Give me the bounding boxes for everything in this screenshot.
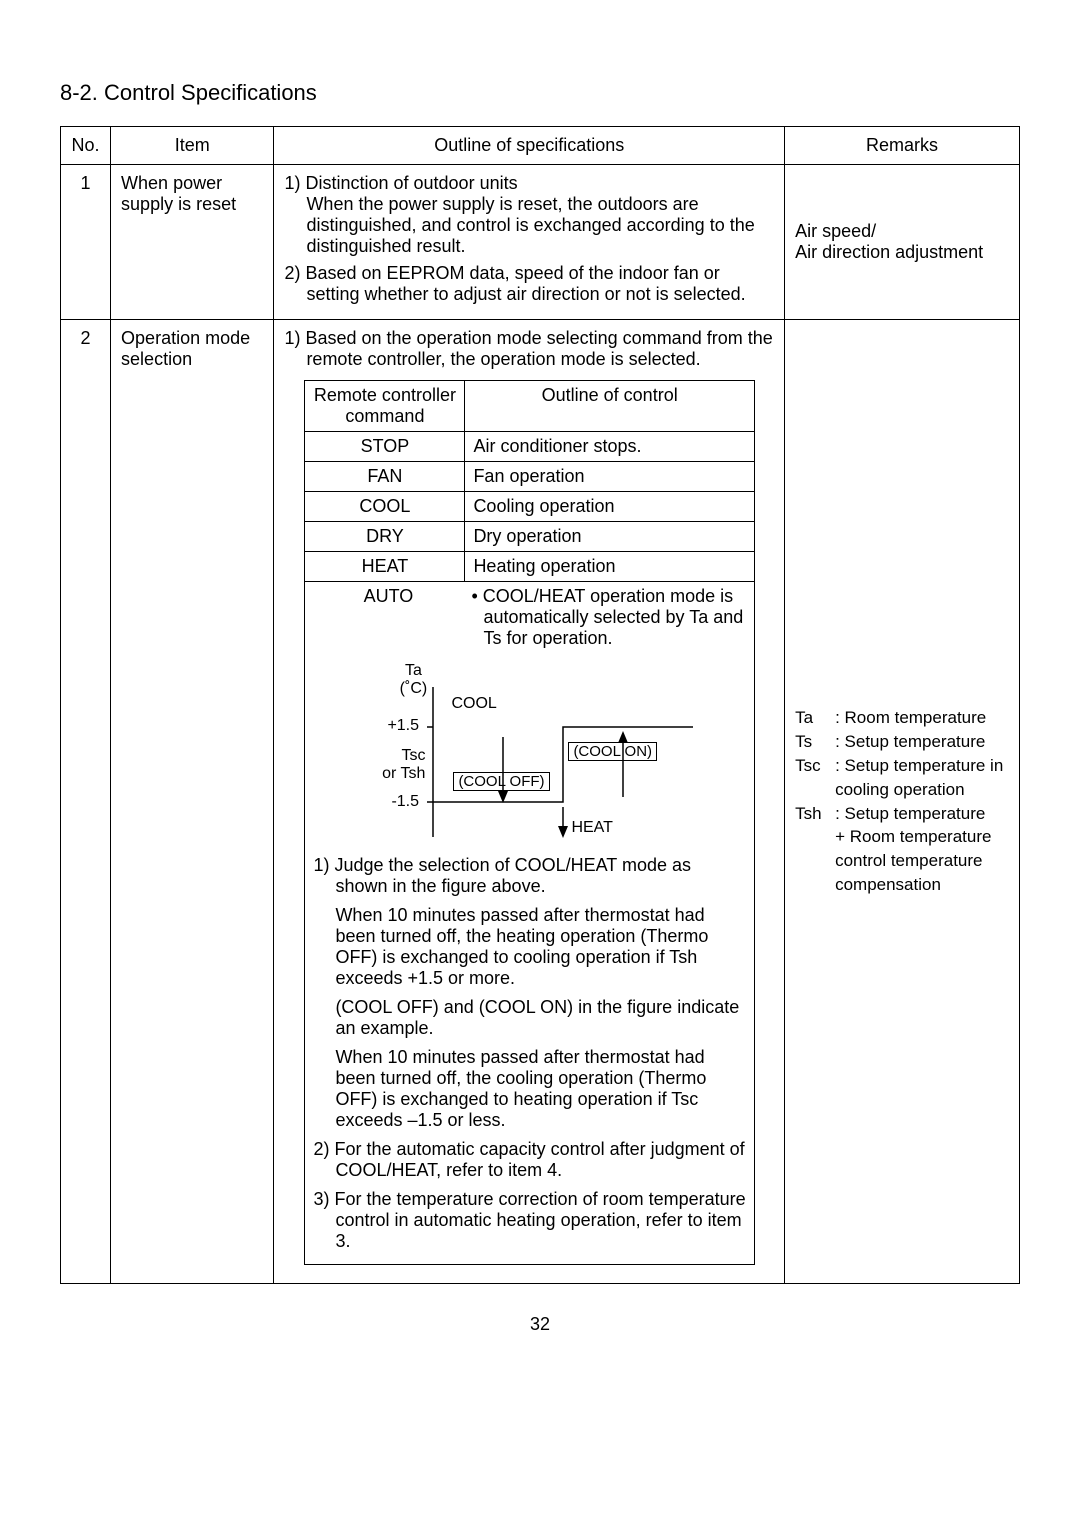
- inner-table: Remote controller command Outline of con…: [304, 380, 754, 1265]
- inner-row: DRY Dry operation: [305, 522, 754, 552]
- inner-ctrl: Cooling operation: [465, 492, 754, 522]
- diagram-cool-on: (COOL ON): [568, 742, 657, 761]
- remarks-tsh-key: Tsh: [795, 802, 835, 826]
- table-row: 1 When power supply is reset 1) Distinct…: [61, 165, 1020, 320]
- row1-spec1-title: Distinction of outdoor units: [305, 173, 517, 193]
- remarks-tsh-val: : Setup temperature: [835, 802, 985, 826]
- row1-spec1-num: 1): [284, 173, 300, 193]
- row2-intro: 1) Based on the operation mode selecting…: [306, 328, 774, 370]
- row2-p4: When 10 minutes passed after thermostat …: [335, 1047, 745, 1131]
- diagram-cool-off: (COOL OFF): [453, 772, 549, 791]
- row1-spec: 1) Distinction of outdoor units When the…: [274, 165, 785, 320]
- row2-p1: 1) Judge the selection of COOL/HEAT mode…: [313, 855, 745, 897]
- row1-no: 1: [61, 165, 111, 320]
- row2-no: 2: [61, 320, 111, 1284]
- row2-p6-num: 3): [313, 1189, 329, 1209]
- remarks-ts-key: Ts: [795, 730, 835, 754]
- row2-p5-num: 2): [313, 1139, 329, 1159]
- auto-cell: AUTO • COOL/HEAT operation mode is autom…: [305, 582, 754, 1265]
- remarks-ta: Ta : Room temperature: [795, 706, 1009, 730]
- row1-spec2: 2) Based on EEPROM data, speed of the in…: [306, 263, 774, 305]
- row2-item: Operation mode selection: [111, 320, 274, 1284]
- remarks-ts: Ts : Setup temperature: [795, 730, 1009, 754]
- row1-item: When power supply is reset: [111, 165, 274, 320]
- diagram-heat: HEAT: [571, 819, 612, 837]
- inner-cmd: FAN: [305, 462, 465, 492]
- auto-cmd: AUTO: [313, 586, 463, 649]
- remarks-tsh: Tsh : Setup temperature: [795, 802, 1009, 826]
- row1-spec2-body: Based on EEPROM data, speed of the indoo…: [305, 263, 745, 304]
- diagram-tick-minus: -1.5: [391, 793, 419, 811]
- inner-cmd: STOP: [305, 432, 465, 462]
- header-item: Item: [111, 127, 274, 165]
- remarks-tsh-cont3: compensation: [795, 873, 1009, 897]
- header-spec: Outline of specifications: [274, 127, 785, 165]
- inner-row: HEAT Heating operation: [305, 552, 754, 582]
- inner-row: FAN Fan operation: [305, 462, 754, 492]
- header-no: No.: [61, 127, 111, 165]
- row2-intro-text: Based on the operation mode selecting co…: [305, 328, 772, 369]
- remarks-tsc: Tsc : Setup temperature in: [795, 754, 1009, 778]
- inner-row: COOL Cooling operation: [305, 492, 754, 522]
- row2-p6: 3) For the temperature correction of roo…: [313, 1189, 745, 1252]
- row2-p1-text: Judge the selection of COOL/HEAT mode as…: [334, 855, 691, 896]
- inner-ctrl: Fan operation: [465, 462, 754, 492]
- inner-row-auto: AUTO • COOL/HEAT operation mode is autom…: [305, 582, 754, 1265]
- auto-diagram: Ta (˚C) +1.5 Tsc or Tsh -1.5 COOL (COOL …: [313, 657, 745, 847]
- inner-ctrl: Heating operation: [465, 552, 754, 582]
- row2-p3: (COOL OFF) and (COOL ON) in the figure i…: [335, 997, 745, 1039]
- remarks-tsc-cont: cooling operation: [795, 778, 1009, 802]
- inner-cmd: COOL: [305, 492, 465, 522]
- auto-bullet: • COOL/HEAT operation mode is automatica…: [475, 586, 745, 649]
- remarks-tsc-val: : Setup temperature in: [835, 754, 1003, 778]
- table-row: 2 Operation mode selection 1) Based on t…: [61, 320, 1020, 1284]
- remarks-ta-val: : Room temperature: [835, 706, 986, 730]
- diagram-mid2: or Tsh: [369, 765, 425, 783]
- row2-p2: When 10 minutes passed after thermostat …: [335, 905, 745, 989]
- page-number: 32: [60, 1314, 1020, 1335]
- remarks-tsh-cont1: + Room temperature: [795, 825, 1009, 849]
- section-title: 8-2. Control Specifications: [60, 80, 1020, 106]
- remarks-ts-val: : Setup temperature: [835, 730, 985, 754]
- inner-header-cmd: Remote controller command: [305, 381, 465, 432]
- remarks-ta-key: Ta: [795, 706, 835, 730]
- diagram-mid1: Tsc: [369, 747, 425, 765]
- row2-p5: 2) For the automatic capacity control af…: [313, 1139, 745, 1181]
- row1-spec1: 1) Distinction of outdoor units When the…: [306, 173, 774, 257]
- diagram-ylab1: Ta: [395, 662, 431, 680]
- inner-header-row: Remote controller command Outline of con…: [305, 381, 754, 432]
- row1-remarks-text: Air speed/ Air direction adjustment: [795, 221, 1009, 263]
- inner-cmd: HEAT: [305, 552, 465, 582]
- diagram-ylab2: (˚C): [395, 680, 431, 698]
- inner-header-ctrl: Outline of control: [465, 381, 754, 432]
- remarks-tsh-cont2: control temperature: [795, 849, 1009, 873]
- inner-cmd: DRY: [305, 522, 465, 552]
- header-remarks: Remarks: [785, 127, 1020, 165]
- inner-row: STOP Air conditioner stops.: [305, 432, 754, 462]
- row1-spec1-body: When the power supply is reset, the outd…: [306, 194, 754, 256]
- row2-p6-text: For the temperature correction of room t…: [334, 1189, 745, 1251]
- remarks-tsc-key: Tsc: [795, 754, 835, 778]
- row2-p5-text: For the automatic capacity control after…: [334, 1139, 744, 1180]
- diagram-cool: COOL: [451, 695, 496, 713]
- inner-ctrl: Air conditioner stops.: [465, 432, 754, 462]
- row2-intro-num: 1): [284, 328, 300, 348]
- row2-spec: 1) Based on the operation mode selecting…: [274, 320, 785, 1284]
- inner-ctrl: Dry operation: [465, 522, 754, 552]
- table-header-row: No. Item Outline of specifications Remar…: [61, 127, 1020, 165]
- spec-table: No. Item Outline of specifications Remar…: [60, 126, 1020, 1284]
- row2-remarks: Ta : Room temperature Ts : Setup tempera…: [785, 320, 1020, 1284]
- row2-p1-num: 1): [313, 855, 329, 875]
- row1-remarks: Air speed/ Air direction adjustment: [785, 165, 1020, 320]
- diagram-tick-plus: +1.5: [387, 717, 419, 735]
- row1-spec2-num: 2): [284, 263, 300, 283]
